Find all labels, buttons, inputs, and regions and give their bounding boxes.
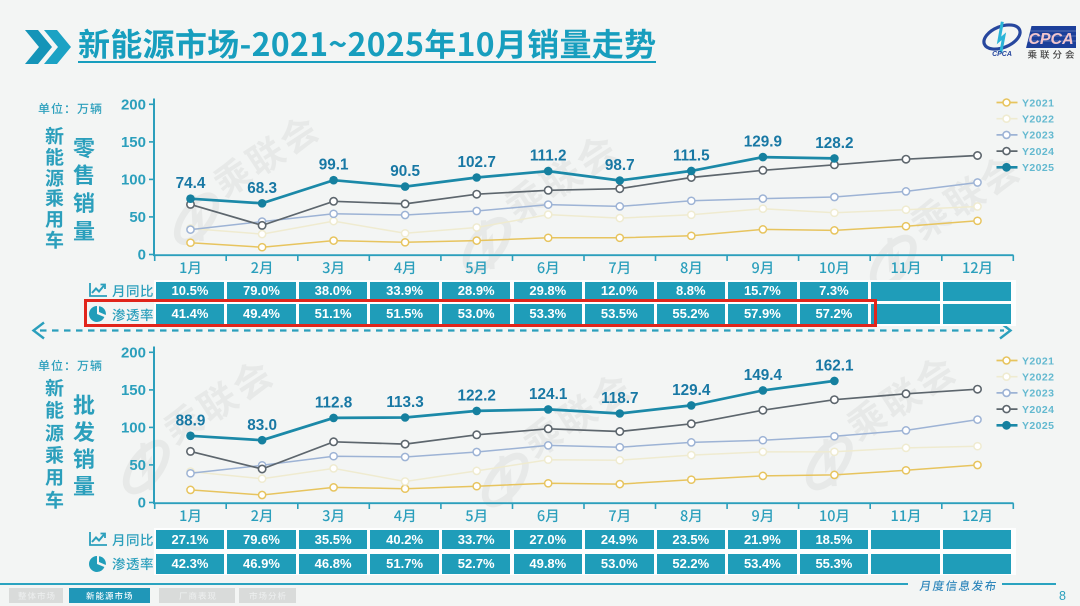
svg-text:98.7: 98.7 [605,157,635,174]
svg-text:Y2021: Y2021 [1022,97,1054,109]
svg-text:150: 150 [121,134,146,151]
svg-text:Y2025: Y2025 [1022,420,1054,432]
svg-text:50: 50 [129,457,146,474]
svg-text:113.3: 113.3 [386,394,423,411]
svg-text:200: 200 [121,344,146,361]
svg-text:111.2: 111.2 [530,148,567,165]
svg-text:129.4: 129.4 [672,382,711,399]
svg-text:68.3: 68.3 [247,180,277,197]
svg-text:CPCA: CPCA [1028,31,1073,48]
svg-text:50: 50 [129,209,146,226]
svg-text:118.7: 118.7 [601,390,638,407]
svg-text:100: 100 [121,171,146,188]
svg-text:90.5: 90.5 [390,163,420,180]
svg-text:122.2: 122.2 [458,387,496,404]
svg-text:200: 200 [121,96,146,113]
svg-text:74.4: 74.4 [176,175,206,192]
svg-text:Y2023: Y2023 [1022,130,1054,142]
svg-text:99.1: 99.1 [319,157,349,174]
svg-text:88.9: 88.9 [176,412,206,429]
svg-text:150: 150 [121,382,146,399]
svg-text:128.2: 128.2 [815,135,853,152]
svg-text:162.1: 162.1 [815,357,854,374]
svg-text:102.7: 102.7 [458,154,496,171]
svg-text:Y2022: Y2022 [1022,114,1054,126]
svg-text:CPCA: CPCA [992,51,1012,58]
svg-text:100: 100 [121,419,146,436]
svg-text:112.8: 112.8 [315,394,353,411]
svg-text:0: 0 [138,247,146,264]
svg-text:83.0: 83.0 [247,417,277,434]
svg-text:Y2022: Y2022 [1022,372,1054,384]
svg-text:124.1: 124.1 [529,386,568,403]
svg-text:0: 0 [138,495,146,512]
svg-text:Y2025: Y2025 [1022,162,1054,174]
svg-text:129.9: 129.9 [744,134,782,151]
svg-text:Y2024: Y2024 [1022,404,1054,416]
svg-text:Y2021: Y2021 [1022,355,1054,367]
svg-text:Y2023: Y2023 [1022,388,1054,400]
svg-text:111.5: 111.5 [673,147,710,164]
svg-text:Y2024: Y2024 [1022,146,1054,158]
svg-text:149.4: 149.4 [744,367,783,384]
